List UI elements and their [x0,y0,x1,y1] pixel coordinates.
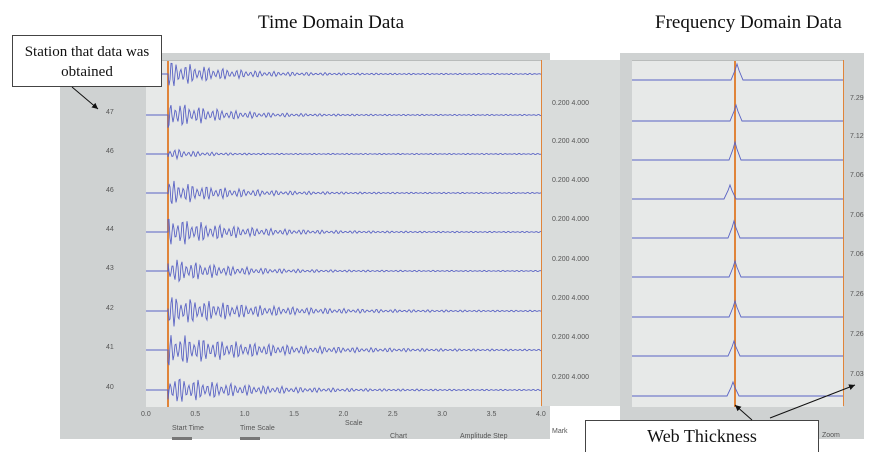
freq-end-marker [843,60,844,406]
amplitude-scale-label: 0.200 4.000 [552,256,589,263]
thickness-value: 7.06 [850,251,864,258]
station-number: 41 [106,344,114,351]
time-end-marker [541,60,542,406]
time-trace [146,297,541,327]
time-trace [146,148,541,161]
thickness-value: 7.26 [850,291,864,298]
frequency-spectrum [632,183,843,200]
frequency-spectrum [632,103,843,122]
frequency-spectra [632,61,843,407]
thickness-value: 7.06 [850,172,864,179]
amplitude-scale-label: 0.200 4.000 [552,295,589,302]
time-trace [146,378,541,402]
start-time-label: Start Time [172,425,204,432]
station-number: 42 [106,305,114,312]
station-number: 44 [106,226,114,233]
station-number: 46 [106,148,114,155]
station-number: 40 [106,384,114,391]
thickness-value: 7.03 [850,371,864,378]
time-axis-tick: 0.0 [141,411,151,418]
time-trace [146,259,541,283]
amplitude-scale-label: 0.200 4.000 [552,177,589,184]
frequency-spectrum [632,299,843,318]
amplitude-scale-label: 0.200 4.000 [552,100,589,107]
time-trace [146,335,541,366]
amplitude-scale-label: 0.200 4.000 [552,334,589,341]
station-callout-text: Station that data was obtained [24,44,150,80]
frequency-spectrum [632,259,843,278]
amplitude-scale-label: 0.200 4.000 [552,374,589,381]
thickness-value: 7.26 [850,331,864,338]
time-axis-tick: 1.0 [239,411,250,418]
station-number: 47 [106,109,114,116]
time-trace [146,218,541,245]
frequency-domain-title: Frequency Domain Data [655,12,842,33]
time-axis-tick: 1.5 [289,411,299,418]
time-trace [146,62,541,87]
frequency-spectrum [632,62,843,81]
web-thickness-arrow-right [769,384,856,419]
scale-label: Scale [345,420,363,427]
frequency-spectrum [632,140,843,161]
station-number: 43 [106,265,114,272]
amplitude-step-label: Amplitude Step [460,433,508,440]
time-axis-tick: 4.0 [536,411,546,418]
mark-label: Mark [552,428,568,435]
time-axis-tick: 0.5 [190,411,201,418]
amplitude-scale-label: 0.200 4.000 [552,216,589,223]
time-axis-tick: 3.0 [437,411,447,418]
web-thickness-callout: Web Thickness [585,420,819,452]
frequency-domain-plot [632,60,843,407]
time-waveforms [146,61,541,407]
time-axis-tick: 2.0 [338,411,349,418]
time-trace [146,180,541,204]
thickness-value: 7.06 [850,212,864,219]
thickness-value: 7.12 [850,133,864,140]
scale-column [541,60,629,406]
zoom-label: Zoom [822,432,840,439]
time-axis-tick: 2.5 [387,411,398,418]
time-domain-plot [146,60,541,407]
time-scale-control[interactable] [240,437,260,440]
frequency-spectrum [632,339,843,357]
start-time-control[interactable] [172,437,192,440]
thickness-value: 7.29 [850,95,864,102]
station-number: 46 [106,187,114,194]
time-axis-tick: 3.5 [486,411,497,418]
time-domain-title: Time Domain Data [258,12,405,33]
chart-label: Chart [390,433,408,440]
frequency-spectrum [632,380,843,397]
web-thickness-arrow-left [734,404,753,421]
time-scale-label: Time Scale [240,425,275,432]
time-trace [146,104,541,128]
web-thickness-callout-text: Web Thickness [647,426,757,446]
amplitude-scale-label: 0.200 4.000 [552,138,589,145]
station-arrow [71,86,99,110]
frequency-spectrum [632,219,843,239]
station-callout: Station that data was obtained [12,35,162,87]
